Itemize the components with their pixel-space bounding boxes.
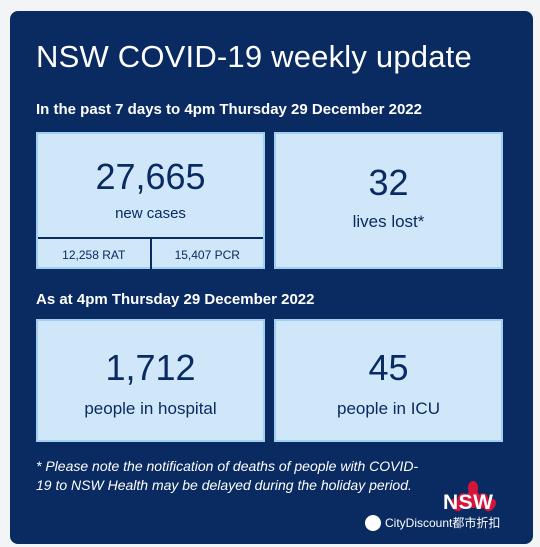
lives-lost-box: 32 lives lost* <box>274 132 503 269</box>
footnote: * Please note the notification of deaths… <box>36 458 419 493</box>
new-cases-box: 27,665 new cases 12,258 RAT 15,407 PCR <box>36 132 265 271</box>
nsw-waratah-logo-icon <box>450 481 496 512</box>
rat-count: 12,258 RAT <box>62 248 126 262</box>
page-title: NSW COVID-19 weekly update <box>36 39 472 74</box>
period-subtitle-weekly: In the past 7 days to 4pm Thursday 29 De… <box>36 101 422 118</box>
hospital-value: 1,712 <box>105 347 196 388</box>
wechat-icon <box>365 514 381 531</box>
hospital-box: 1,712 people in hospital <box>36 319 265 442</box>
nsw-logo-text: NSW <box>443 491 494 514</box>
watermark-text: CityDiscount都市折扣 <box>385 516 501 530</box>
lives-lost-value: 32 <box>368 162 409 203</box>
icu-label: people in ICU <box>336 399 440 418</box>
lives-lost-label: lives lost* <box>352 212 425 231</box>
hospital-label: people in hospital <box>84 399 217 418</box>
pcr-count: 15,407 PCR <box>149 239 264 271</box>
new-cases-value: 27,665 <box>95 156 206 197</box>
test-breakdown: 12,258 RAT 15,407 PCR <box>38 237 263 271</box>
icu-value: 45 <box>368 347 409 388</box>
new-cases-label: new cases <box>115 205 186 222</box>
watermark: CityDiscount都市折扣 <box>365 514 500 531</box>
icu-box: 45 people in ICU <box>274 319 503 442</box>
update-card: NSW COVID-19 weekly update In the past 7… <box>10 11 533 544</box>
period-subtitle-snapshot: As at 4pm Thursday 29 December 2022 <box>36 291 315 308</box>
